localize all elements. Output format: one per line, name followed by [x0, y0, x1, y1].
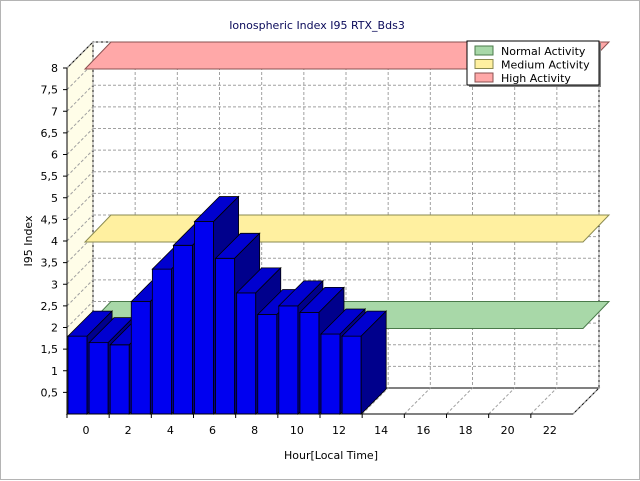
bar-front [130, 301, 151, 415]
bar-front [341, 335, 362, 415]
x-tick-label: 0 [83, 424, 90, 437]
bar-front [299, 311, 320, 415]
legend-swatch [474, 45, 494, 56]
x-tick-label: 20 [501, 424, 515, 437]
grid-line-wall [66, 41, 94, 69]
legend-label: Medium Activity [501, 59, 590, 72]
x-tick-label: 12 [332, 424, 346, 437]
grid-line-wall [66, 257, 94, 285]
grid-line-wall [66, 301, 94, 328]
grid-line-wall [66, 84, 94, 112]
y-tick-label: 8 [51, 62, 58, 75]
y-tick-label: 7 [51, 105, 58, 118]
y-tick-label: 7,5 [41, 84, 59, 97]
grid-line-wall [66, 193, 94, 220]
bar-front [151, 268, 172, 415]
x-tick-labels: 0 2 4 6 8 10 12 14 16 18 20 22 [66, 414, 557, 437]
legend-label: High Activity [501, 72, 571, 85]
x-tick-label: 18 [459, 424, 473, 437]
grid-line-floor [403, 387, 431, 415]
legend-swatch [474, 59, 494, 69]
y-tick-label: 4 [51, 235, 58, 248]
x-axis-label: Hour[Local Time] [284, 449, 378, 462]
grid-line-floor [572, 387, 600, 415]
x-tick-label: 8 [251, 424, 258, 437]
x-tick-label: 10 [290, 424, 304, 437]
grid-line-wall [66, 106, 94, 134]
y-tick-label: 3 [51, 278, 58, 291]
x-tick-label: 14 [374, 424, 388, 437]
x-tick-label: 6 [209, 424, 216, 437]
x-tick-label: 22 [543, 424, 557, 437]
y-tick-label: 2 [51, 322, 58, 335]
bar-series [67, 195, 388, 415]
bar-front [88, 342, 109, 415]
bar-front [173, 244, 193, 415]
bar-front [215, 257, 236, 415]
grid-line-wall [66, 128, 94, 155]
bar-front [109, 344, 130, 415]
x-tick-label: 2 [125, 424, 132, 437]
bar-front [320, 333, 341, 415]
grid-line-wall [66, 214, 94, 242]
legend-swatch [474, 72, 494, 83]
y-tick-label: 3,5 [41, 257, 59, 270]
grid-line-wall [66, 171, 94, 199]
grid-line-wall [66, 279, 94, 307]
band-medium-activity [83, 214, 611, 243]
chart-title: Ionospheric Index I95 RTX_Bds3 [229, 19, 405, 32]
y-tick-label: 1,5 [41, 343, 59, 356]
y-tick-label: 4,5 [41, 213, 59, 226]
y-tick-label: 1 [51, 365, 58, 378]
y-tick-label: 0,5 [41, 386, 59, 399]
y-tick-label: 2,5 [41, 300, 59, 313]
bar-front [257, 314, 278, 415]
bar-front [278, 305, 299, 415]
bar-side [360, 310, 387, 415]
y-axis-label: I95 Index [22, 215, 35, 267]
y-tick-label: 6 [51, 149, 58, 162]
y-tick-label: 5 [51, 192, 58, 205]
y-tick-labels: 0,5 1 1,5 2 2,5 3 3,5 4 4,5 5 5,5 6 6,5 7 7,5 8 [41, 62, 67, 399]
grid-line-floor [446, 387, 473, 415]
bar-front [194, 221, 214, 415]
grid-line-floor [488, 387, 516, 415]
grid-line-floor [361, 387, 389, 415]
grid-line-floor [530, 387, 558, 415]
legend-label: Normal Activity [501, 45, 586, 58]
bar-front [236, 292, 257, 415]
grid-line-wall [66, 149, 94, 177]
bar-front [67, 335, 88, 415]
y-tick-label: 6,5 [41, 127, 59, 140]
x-tick-label: 16 [416, 424, 430, 437]
y-tick-label: 5,5 [41, 170, 59, 183]
x-tick-label: 4 [167, 424, 174, 437]
